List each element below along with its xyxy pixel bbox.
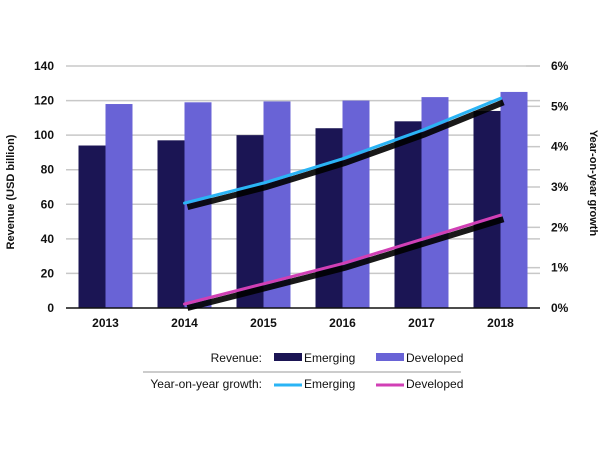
y-tick-label: 140 (34, 59, 54, 73)
y-tick-label: 20 (41, 266, 55, 280)
legend-developed: Developed (406, 351, 463, 365)
legend-swatch-developed-bar (376, 353, 404, 361)
growth-lines (183, 96, 505, 311)
bar-developed-2015 (263, 101, 291, 308)
line-developed-growth (183, 213, 502, 306)
bar-developed-2016 (342, 100, 370, 308)
y-tick-label: 80 (41, 163, 55, 177)
bar-emerging-2018 (473, 110, 501, 308)
y2-tick-label: 4% (551, 140, 569, 154)
x-tick-label: 2016 (329, 316, 356, 330)
bar-emerging-2016 (315, 128, 343, 308)
x-tick-label: 2015 (250, 316, 277, 330)
bar-developed-2018 (500, 91, 528, 308)
bar-emerging-2017 (394, 121, 422, 308)
y-tick-label: 0 (47, 301, 54, 315)
y2-axis-title: Year-on-year growth (587, 130, 599, 237)
x-tick-label: 2018 (487, 316, 514, 330)
line-shadow (186, 216, 505, 311)
y-axis-title: Revenue (USD billion) (5, 134, 17, 249)
legend-developed-growth: Developed (406, 377, 463, 391)
legend-revenue-label: Revenue: (211, 351, 262, 365)
bar-developed-2013 (105, 104, 133, 309)
legend-emerging: Emerging (304, 351, 355, 365)
legend-growth-label: Year-on-year growth: (150, 377, 262, 391)
y-tick-label: 40 (41, 232, 55, 246)
y2-tick-label: 2% (551, 220, 569, 234)
y-tick-label: 120 (34, 94, 54, 108)
legend-emerging-growth: Emerging (304, 377, 355, 391)
bar-emerging-2013 (78, 145, 106, 308)
y2-tick-label: 1% (551, 261, 569, 275)
y2-tick-label: 3% (551, 180, 569, 194)
y2-tick-label: 0% (551, 301, 569, 315)
x-tick-label: 2017 (408, 316, 435, 330)
y2-tick-label: 6% (551, 59, 569, 73)
line-shadow (186, 99, 505, 211)
y2-tick-label: 5% (551, 99, 569, 113)
x-tick-label: 2013 (92, 316, 119, 330)
legend: Revenue: Emerging Developed Year-on-year gr… (143, 351, 463, 391)
line-emerging-growth (183, 96, 502, 205)
gridlines (66, 65, 540, 275)
y-tick-label: 100 (34, 128, 54, 142)
y-tick-label: 60 (41, 197, 55, 211)
bar-emerging-2015 (236, 135, 264, 308)
x-tick-label: 2014 (171, 316, 198, 330)
legend-swatch-emerging-bar (274, 353, 302, 361)
bar-emerging-2014 (157, 140, 185, 308)
